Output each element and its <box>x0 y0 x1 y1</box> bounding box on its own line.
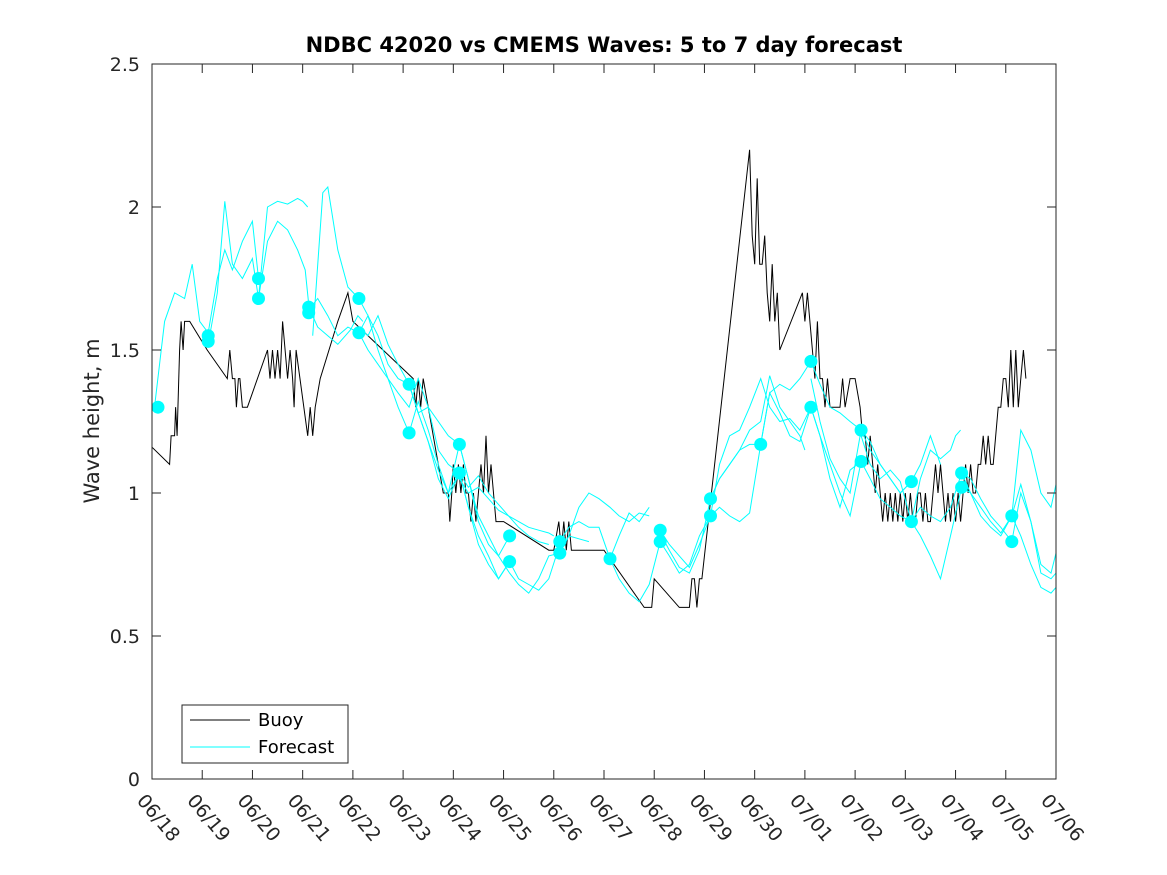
series-line-forecast <box>358 314 511 580</box>
series-line-forecast <box>710 375 806 499</box>
forecast-marker <box>553 546 567 560</box>
forecast-marker <box>352 292 366 305</box>
y-tick-label: 0 <box>128 769 140 791</box>
forecast-marker <box>653 535 667 549</box>
chart-title: NDBC 42020 vs CMEMS Waves: 5 to 7 day fo… <box>306 33 903 57</box>
series-line-forecast <box>312 185 460 445</box>
series-line-forecast <box>710 391 862 523</box>
series-line-forecast <box>659 377 812 569</box>
forecast-marker <box>955 466 969 480</box>
y-tick-label: 1.5 <box>110 340 140 362</box>
forecast-marker <box>904 515 918 529</box>
series-line-forecast <box>810 378 941 495</box>
series-line-forecast <box>408 384 561 591</box>
forecast-marker <box>1005 509 1019 523</box>
plot-area <box>151 149 1057 608</box>
series-line-forecast <box>358 314 511 557</box>
forecast-marker <box>553 535 567 549</box>
forecast-marker <box>603 552 617 566</box>
y-tick-label: 0.5 <box>110 626 140 648</box>
forecast-marker <box>1005 535 1019 549</box>
forecast-marker <box>201 334 215 348</box>
series-line-forecast <box>308 297 460 474</box>
forecast-marker <box>452 466 466 480</box>
series-line-forecast <box>910 472 1057 575</box>
y-axis: 0 0.5 1 1.5 2 2.5 <box>110 54 1056 791</box>
y-tick-label: 1 <box>128 483 140 505</box>
forecast-marker <box>955 480 969 494</box>
y-tick-label: 2 <box>128 197 140 219</box>
forecast-marker <box>302 306 316 320</box>
series-line-forecast <box>308 306 364 346</box>
series-line-forecast <box>860 429 961 522</box>
forecast-marker <box>352 326 366 340</box>
y-axis-label: Wave height, m <box>80 338 104 503</box>
forecast-marker <box>402 377 416 391</box>
forecast-marker <box>653 523 667 537</box>
forecast-marker <box>804 354 818 368</box>
forecast-marker <box>452 437 466 451</box>
legend-label-forecast: Forecast <box>258 737 334 758</box>
forecast-marker <box>252 292 265 305</box>
series-line-forecast <box>458 472 549 545</box>
series-line-buoy <box>151 149 1027 608</box>
series-line-forecast <box>1011 515 1057 594</box>
y-tick-label: 2.5 <box>110 54 140 76</box>
forecast-marker <box>402 426 416 440</box>
forecast-marker <box>804 400 818 414</box>
forecast-marker <box>252 272 265 285</box>
forecast-marker <box>904 475 918 489</box>
series-line-forecast <box>559 507 650 561</box>
legend-box <box>181 704 349 764</box>
forecast-marker <box>704 509 717 523</box>
forecast-marker <box>754 437 768 451</box>
series-line-forecast <box>258 197 309 299</box>
forecast-marker <box>854 455 868 468</box>
legend: Buoy Forecast <box>181 704 349 764</box>
forecast-marker <box>704 492 717 506</box>
forecast-marker <box>854 423 868 437</box>
forecast-marker <box>151 400 165 414</box>
forecast-marker <box>503 555 517 569</box>
series-line-forecast <box>810 407 963 581</box>
legend-label-buoy: Buoy <box>258 710 304 731</box>
forecast-marker <box>503 529 517 543</box>
